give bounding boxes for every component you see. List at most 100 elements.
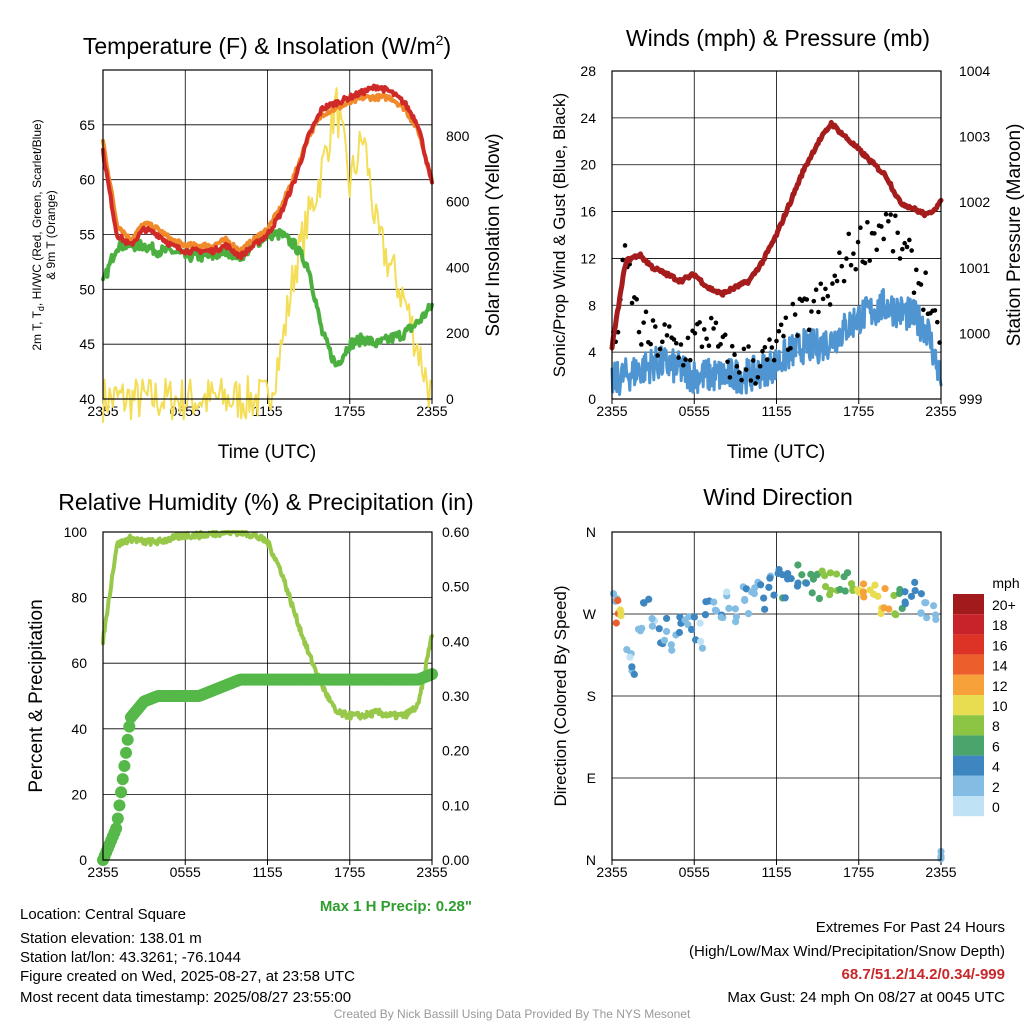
y2-tick-label: 0.40 <box>442 633 469 649</box>
y2-tick-label: 0.60 <box>442 524 469 540</box>
direction-point <box>623 645 631 654</box>
direction-point <box>827 586 835 594</box>
gust-point <box>809 309 814 314</box>
gust-point <box>743 367 749 372</box>
gust-point <box>683 357 688 362</box>
legend-label: 14 <box>992 658 1008 674</box>
gust-point <box>722 332 728 338</box>
direction-point <box>760 594 768 602</box>
gust-point <box>839 263 845 269</box>
y2-tick-label: 0.10 <box>442 797 469 813</box>
legend-swatch <box>953 674 984 695</box>
y-tick-label: 40 <box>79 391 95 407</box>
gust-point <box>727 375 733 380</box>
direction-point <box>821 582 830 591</box>
gust-point <box>813 287 819 292</box>
x-tick-label: 2355 <box>596 403 627 419</box>
direction-point <box>648 622 656 630</box>
direction-point <box>901 588 909 596</box>
y2-tick-label: 1000 <box>959 325 990 341</box>
gust-point <box>729 343 735 349</box>
gust-point <box>778 322 784 328</box>
legend-label: 18 <box>992 617 1008 633</box>
y2-tick-label: 0 <box>446 391 454 407</box>
winds-frame <box>611 70 942 400</box>
gust-point <box>620 257 625 263</box>
direction-point <box>923 614 931 622</box>
gust-point <box>855 239 861 245</box>
legend-label: 16 <box>992 637 1008 653</box>
precip-point <box>116 773 129 786</box>
legend-swatch <box>953 614 984 635</box>
gust-point <box>708 315 714 321</box>
gust-point <box>771 357 777 363</box>
y2-tick-label: 800 <box>446 128 470 144</box>
gust-point <box>718 341 723 347</box>
direction-tick-label: E <box>587 770 596 786</box>
direction-point <box>911 578 919 587</box>
y-tick-label: 20 <box>580 157 596 173</box>
relative-humidity-line <box>101 530 434 721</box>
x-tick-label: 2355 <box>416 864 447 880</box>
x-tick-label: 2355 <box>596 864 627 880</box>
direction-point <box>880 604 888 612</box>
direction-point <box>732 613 741 621</box>
temperature-line <box>101 83 434 261</box>
temp-title-main: Temperature (F) & Insolation (W/m <box>83 33 436 59</box>
gust-point <box>660 339 665 345</box>
gust-point <box>711 326 716 331</box>
direction-point <box>690 613 698 621</box>
gust-point <box>774 338 779 344</box>
gust-point <box>662 322 667 327</box>
legend-swatch <box>953 634 984 655</box>
y-tick-label: 65 <box>79 117 95 133</box>
gust-point <box>634 296 639 302</box>
speed-legend: mph 20+ 18 16 14 12 10 8 6 4 2 0 <box>953 575 1020 817</box>
direction-point <box>750 590 758 598</box>
gust-point <box>914 267 919 273</box>
max-gust-text: Max Gust: 24 mph On 08/27 at 0045 UTC <box>727 989 1005 1006</box>
gust-point <box>673 340 679 346</box>
direction-point <box>832 570 841 578</box>
x-tick-label: 1155 <box>761 403 791 419</box>
direction-point <box>675 628 684 637</box>
gust-point <box>685 335 691 341</box>
gust-point <box>713 320 719 326</box>
direction-point <box>818 567 826 575</box>
gust-point <box>641 320 646 325</box>
legend-swatch <box>953 796 984 817</box>
gust-point <box>764 357 770 362</box>
direction-point <box>662 627 671 636</box>
gust-point <box>848 262 854 268</box>
y2-tick-label: 1004 <box>959 63 990 79</box>
gust-point <box>893 213 898 219</box>
gust-point <box>816 309 821 315</box>
y2-tick-label: 0.00 <box>442 852 469 868</box>
gust-point <box>762 345 768 350</box>
temp-frame <box>102 69 433 400</box>
temp-y2label: Solar Insolation (Yellow) <box>483 133 504 336</box>
gust-point <box>904 244 910 250</box>
direction-point <box>794 561 802 569</box>
x-tick-label: 0555 <box>679 864 710 880</box>
legend-swatch <box>953 654 984 675</box>
direction-tick-label: N <box>586 852 596 868</box>
direction-point <box>639 599 648 607</box>
precip-point <box>118 759 131 772</box>
direction-tick-label: N <box>586 524 596 540</box>
gust-point <box>923 270 928 275</box>
legend-swatch <box>953 594 984 615</box>
direction-point <box>725 604 733 612</box>
x-tick-label: 1755 <box>334 403 365 419</box>
gust-point <box>900 246 905 252</box>
gust-point <box>757 363 763 369</box>
gust-point <box>825 293 831 299</box>
precip-points <box>97 668 438 866</box>
gust-point <box>853 266 859 272</box>
extremes-fields: (High/Low/Max Wind/Precipitation/Snow De… <box>689 943 1005 960</box>
direction-point <box>712 607 721 615</box>
gust-point <box>804 297 810 302</box>
direction-point <box>668 646 676 654</box>
direction-tick-label: W <box>583 606 597 622</box>
y2-tick-label: 200 <box>446 325 470 341</box>
